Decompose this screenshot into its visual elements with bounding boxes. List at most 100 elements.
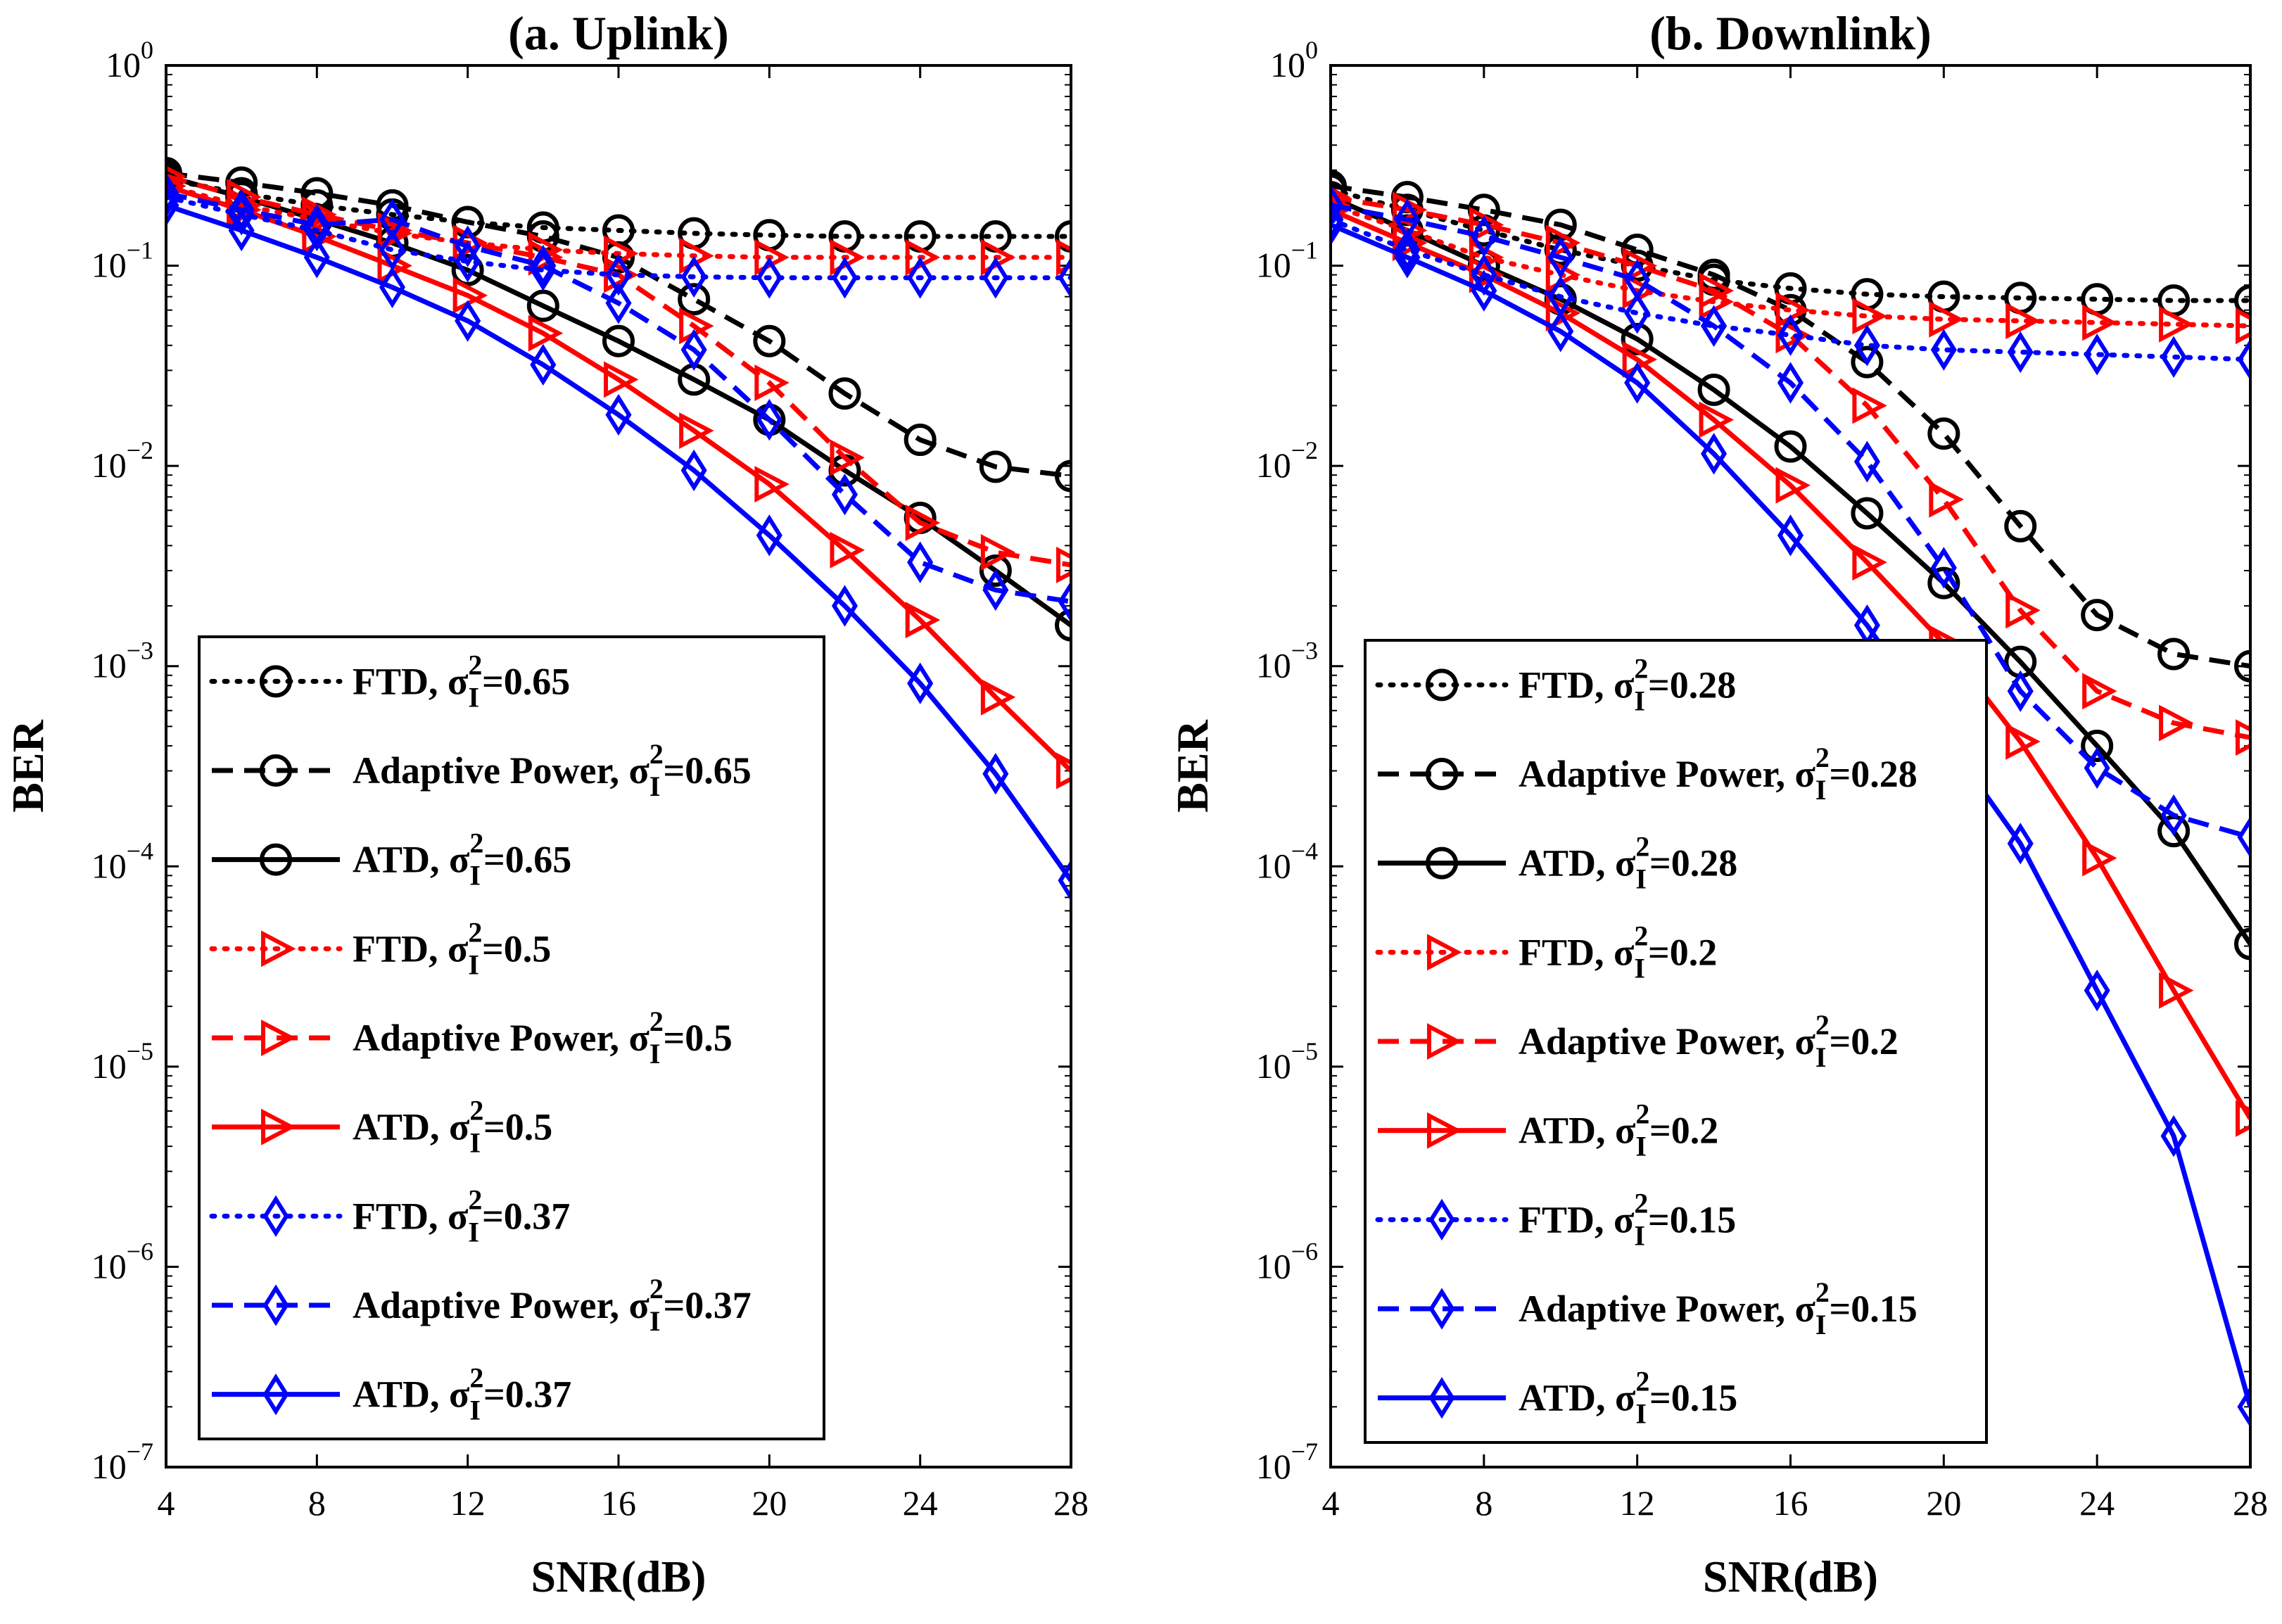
legend-entry: ATD, σ2 I=0.37 — [212, 1362, 571, 1426]
legend-box — [198, 635, 825, 1440]
legend-entry: ATD, σ2 I=0.65 — [212, 827, 571, 892]
data-point-triangle-right — [980, 534, 1016, 571]
data-point-diamond — [2160, 336, 2187, 378]
data-point-diamond — [303, 236, 330, 279]
legend-entry: Adaptive Power, σ2 I=0.65 — [212, 738, 752, 802]
legend-marker-diamond — [262, 1374, 289, 1416]
x-tick-label: 16 — [601, 1483, 636, 1523]
y-tick-label: 10−3 — [1256, 637, 1318, 685]
data-point-diamond — [1058, 257, 1071, 299]
data-point-diamond — [1624, 258, 1651, 301]
data-point-triangle-right — [679, 412, 714, 449]
series-line — [1331, 186, 2250, 303]
series-line — [1331, 203, 2250, 840]
y-tick-label: 10−1 — [1256, 236, 1318, 285]
data-point-circle — [2081, 729, 2114, 762]
data-point-diamond — [756, 257, 782, 299]
data-point-triangle-right — [2005, 723, 2041, 760]
data-point-diamond — [2084, 334, 2110, 376]
legend-marker-circle — [1426, 846, 1458, 880]
data-point-diamond — [2160, 794, 2187, 837]
y-axis-label: BER — [3, 719, 53, 812]
data-point-triangle-right — [905, 602, 941, 639]
legend-marker-circle — [260, 665, 292, 698]
legend-label: Adaptive Power, σ2 I=0.37 — [353, 1273, 752, 1337]
data-point-circle — [1851, 497, 1884, 530]
data-point-triangle-right — [905, 504, 941, 541]
data-point-triangle-right — [2236, 1100, 2250, 1137]
data-point-diamond — [2084, 747, 2110, 789]
data-point-circle — [979, 554, 1012, 587]
legend-entry: FTD, σ2 I=0.2 — [1375, 920, 1717, 984]
data-point-diamond — [530, 249, 557, 291]
data-point-circle — [753, 324, 786, 357]
data-point-diamond — [680, 449, 707, 492]
legend-marker-triangle-right — [261, 1020, 296, 1056]
legend-marker-diamond — [262, 1284, 289, 1326]
data-point-triangle-right — [2082, 839, 2117, 877]
legend-entry: Adaptive Power, σ2 I=0.28 — [1378, 742, 1917, 806]
data-point-diamond — [1058, 859, 1071, 902]
y-tick-label: 10−4 — [1256, 837, 1318, 885]
data-point-diamond — [455, 300, 481, 342]
legend: FTD, σ2 I=0.65 Adaptive Power, σ2 I=0.65 ATD… — [198, 635, 825, 1440]
y-tick-label: 10−4 — [91, 837, 153, 885]
series-line — [1331, 183, 2250, 669]
series-line — [166, 183, 1071, 773]
data-point-triangle-right — [1699, 401, 1735, 438]
data-point-circle — [2234, 649, 2250, 683]
data-point-triangle-right — [754, 364, 790, 402]
data-point-triangle-right — [1852, 387, 1887, 424]
data-point-circle — [828, 377, 861, 410]
data-point-diamond — [1547, 310, 1574, 353]
legend-marker-triangle-right — [1427, 1112, 1462, 1149]
legend-entry: ATD, σ2 I=0.15 — [1378, 1366, 1737, 1430]
data-point-triangle-right — [1852, 544, 1887, 581]
data-point-circle — [979, 450, 1012, 483]
data-point-circle — [526, 289, 559, 322]
legend-entry: ATD, σ2 I=0.5 — [212, 1095, 552, 1159]
data-point-diamond — [1471, 269, 1497, 312]
data-point-triangle-right — [830, 439, 865, 476]
uplink-panel: (a. Uplink) SNR(dB) BER 4 8 12 16 20 24 28 100 10−1… — [3, 6, 1089, 1601]
x-tick-label: 16 — [1773, 1483, 1808, 1523]
downlink-panel: (b. Downlink) SNR(dB) BER 4 8 12 16 20 24 28 100 10… — [1167, 6, 2268, 1601]
data-point-diamond — [1331, 184, 1344, 227]
data-point-diamond — [2084, 969, 2110, 1012]
data-point-circle — [2004, 509, 2037, 543]
data-point-circle — [1055, 609, 1071, 642]
data-point-triangle-right — [1699, 272, 1735, 310]
data-point-triangle-right — [2236, 307, 2250, 345]
data-point-circle — [1055, 459, 1071, 493]
data-point-diamond — [1930, 329, 1957, 371]
x-tick-label: 20 — [1926, 1483, 1961, 1523]
data-point-circle — [1927, 566, 1960, 600]
x-tick-label: 12 — [450, 1483, 486, 1523]
data-point-triangle-right — [604, 361, 639, 398]
data-point-diamond — [2160, 1115, 2187, 1157]
data-point-diamond — [982, 753, 1009, 795]
chart-title: (b. Downlink) — [1649, 6, 1932, 60]
legend-entry: Adaptive Power, σ2 I=0.2 — [1378, 1009, 1899, 1073]
series-line — [1331, 222, 2250, 1408]
data-point-diamond — [831, 474, 858, 516]
data-point-diamond — [1777, 514, 1804, 557]
legend-label: Adaptive Power, σ2 I=0.65 — [353, 738, 752, 802]
data-point-diamond — [756, 514, 782, 557]
legend-entry: FTD, σ2 I=0.15 — [1375, 1187, 1736, 1251]
data-point-circle — [1927, 417, 1960, 450]
data-point-diamond — [1471, 215, 1497, 258]
data-point-triangle-right — [2159, 704, 2194, 742]
legend-label: FTD, σ2 I=0.2 — [1519, 920, 1717, 984]
legend-label: FTD, σ2 I=0.65 — [353, 649, 570, 713]
y-axis-label: BER — [1167, 719, 1217, 812]
data-point-diamond — [2237, 338, 2250, 381]
x-tick-label: 4 — [158, 1483, 175, 1523]
legend-marker-diamond — [1428, 1288, 1455, 1330]
series-line — [166, 191, 1071, 604]
data-point-circle — [1055, 220, 1071, 253]
data-point-diamond — [982, 257, 1009, 299]
data-point-diamond — [756, 398, 782, 441]
data-point-diamond — [1624, 292, 1651, 334]
data-point-diamond — [455, 225, 481, 267]
